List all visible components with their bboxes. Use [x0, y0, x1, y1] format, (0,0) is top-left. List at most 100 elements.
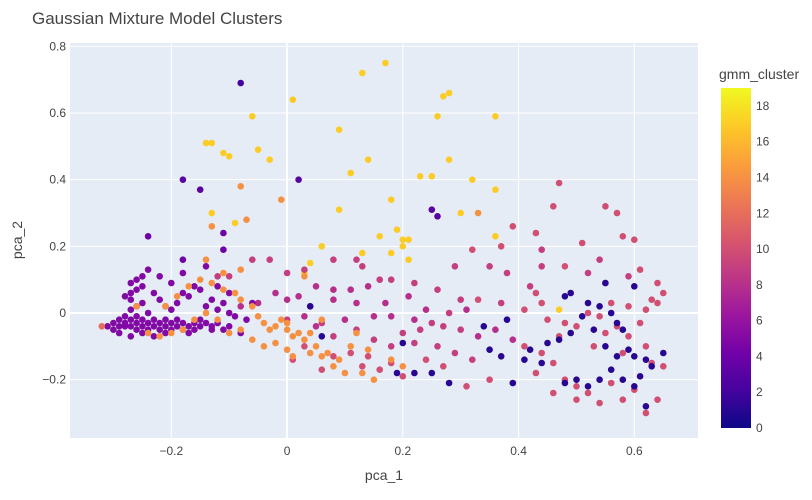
data-point	[399, 329, 407, 337]
data-point	[208, 296, 216, 304]
data-point	[335, 206, 343, 213]
data-point	[602, 203, 609, 210]
data-point	[445, 309, 453, 317]
data-point	[584, 299, 592, 307]
data-point	[220, 286, 227, 294]
data-point	[237, 326, 244, 334]
data-point	[318, 366, 326, 374]
colorbar-tick-label: 16	[756, 135, 770, 149]
data-point	[521, 356, 528, 364]
data-point	[330, 363, 337, 370]
data-point	[399, 363, 407, 370]
data-point	[347, 343, 355, 350]
data-point	[625, 303, 632, 310]
data-point	[463, 306, 470, 314]
data-point	[602, 343, 609, 350]
data-point	[295, 176, 302, 183]
data-point	[642, 306, 650, 314]
data-point	[173, 323, 181, 330]
x-axis-title: pca_1	[365, 467, 403, 483]
data-point	[191, 283, 198, 290]
data-point	[301, 343, 308, 350]
y-tick-label: 0.2	[49, 239, 66, 253]
data-point	[405, 256, 412, 264]
data-point	[110, 319, 117, 327]
data-point	[318, 243, 326, 250]
data-point	[156, 319, 163, 327]
data-point	[434, 343, 441, 350]
data-point	[503, 269, 511, 277]
data-point	[422, 356, 430, 364]
data-point	[625, 273, 632, 280]
data-point	[133, 319, 140, 327]
data-point	[127, 289, 135, 297]
data-point	[168, 329, 175, 337]
data-point	[330, 286, 337, 294]
data-point	[168, 279, 175, 287]
y-tick-label: 0.8	[49, 39, 66, 53]
colorbar-tick-label: 10	[756, 242, 770, 256]
data-point	[573, 396, 580, 404]
data-point	[428, 319, 436, 327]
data-point	[636, 373, 644, 380]
data-point	[509, 223, 517, 230]
data-point	[411, 369, 418, 377]
data-point	[387, 356, 395, 364]
data-point	[387, 276, 395, 284]
data-point	[619, 349, 627, 357]
data-point	[156, 326, 163, 334]
data-point	[231, 313, 239, 320]
data-point	[492, 186, 499, 193]
data-point	[584, 383, 592, 390]
data-point	[660, 363, 667, 370]
data-point	[521, 306, 528, 314]
data-point	[497, 299, 505, 307]
data-point	[202, 303, 210, 310]
data-point	[289, 353, 297, 360]
colorbar-tick-label: 14	[756, 170, 770, 184]
data-point	[486, 376, 493, 384]
data-point	[457, 209, 465, 217]
data-point	[214, 316, 221, 324]
data-point	[237, 183, 244, 190]
data-point	[648, 363, 655, 370]
data-point	[127, 316, 135, 324]
data-point	[306, 303, 314, 310]
data-point	[347, 349, 355, 357]
data-point	[110, 326, 117, 334]
data-point	[584, 309, 592, 317]
data-point	[249, 336, 256, 344]
data-point	[254, 313, 262, 320]
data-point	[469, 176, 476, 183]
data-point	[654, 279, 661, 287]
data-point	[220, 229, 227, 237]
data-point	[318, 353, 326, 360]
data-point	[301, 266, 308, 274]
data-point	[133, 276, 140, 284]
data-point	[550, 359, 557, 367]
data-point	[208, 223, 216, 230]
data-point	[387, 249, 395, 257]
data-point	[318, 333, 326, 340]
data-point	[555, 306, 563, 314]
data-point	[422, 306, 430, 314]
data-point	[249, 113, 256, 120]
data-point	[590, 326, 598, 334]
data-point	[353, 299, 360, 307]
data-point	[359, 69, 366, 77]
data-point	[272, 339, 279, 347]
data-point	[139, 273, 146, 280]
data-point	[196, 276, 204, 284]
data-point	[173, 299, 181, 307]
data-point	[602, 279, 609, 287]
data-point	[144, 266, 152, 274]
data-point	[214, 283, 221, 290]
x-tick-label: 0.6	[626, 444, 643, 458]
colorbar-tick-label: 18	[756, 99, 770, 113]
data-point	[266, 326, 274, 334]
data-point	[150, 289, 158, 297]
colorbar-tick-label: 12	[756, 206, 770, 220]
data-point	[602, 329, 609, 337]
data-point	[642, 356, 650, 364]
